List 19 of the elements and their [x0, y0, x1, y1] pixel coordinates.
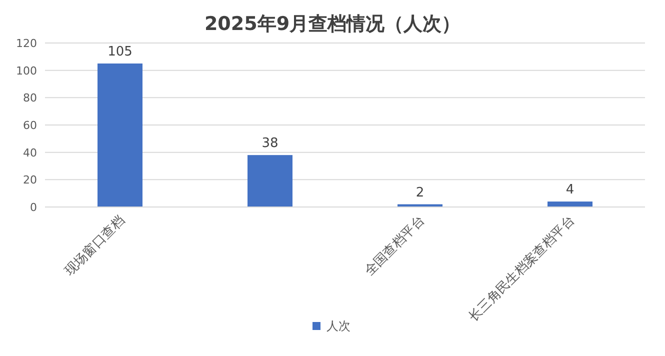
data-label: 105	[108, 44, 132, 60]
y-tick-label: 120	[16, 37, 37, 50]
data-label: 4	[566, 182, 574, 198]
y-tick-label: 60	[23, 119, 37, 132]
x-tick-label: 全国查档平台	[362, 213, 428, 279]
data-label: 2	[416, 185, 424, 200]
x-tick-label: 现场窗口查档	[61, 212, 128, 279]
chart-title: 2025年9月查档情况（人次）	[204, 13, 461, 35]
y-tick-label: 0	[30, 201, 37, 214]
y-tick-label: 80	[23, 92, 37, 105]
bar	[98, 64, 142, 207]
data-label: 38	[262, 136, 278, 152]
y-tick-label: 40	[23, 146, 37, 160]
y-tick-label: 20	[23, 174, 37, 187]
bar	[548, 202, 592, 207]
bar	[248, 155, 292, 207]
legend-label: 人次	[326, 319, 350, 333]
x-tick-label: 长三角民生档案查档平台	[465, 212, 578, 325]
y-tick-label: 100	[16, 64, 37, 78]
